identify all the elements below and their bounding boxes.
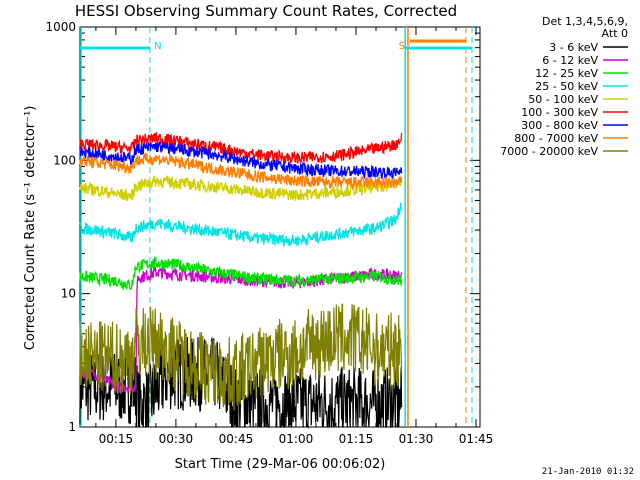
- x-tick-label: 01:00: [279, 432, 314, 446]
- y-tick-label: 1000: [45, 20, 76, 34]
- legend-header-line-1: Det 1,3,4,5,6,9,: [542, 15, 628, 28]
- x-tick-label: 00:15: [99, 432, 134, 446]
- generation-timestamp: 21-Jan-2010 01:32: [542, 467, 634, 477]
- legend-label: 25 - 50 keV: [535, 80, 598, 93]
- legend-label: 6 - 12 keV: [542, 54, 598, 67]
- legend-label: 50 - 100 keV: [528, 93, 598, 106]
- legend-label: 7000 - 20000 keV: [500, 145, 598, 158]
- y-axis-label: Corrected Count Rate (s⁻¹ detector⁻¹): [23, 106, 38, 351]
- legend-label: 100 - 300 keV: [521, 106, 598, 119]
- series-line: [79, 151, 403, 191]
- series-line: [79, 175, 403, 201]
- legend-header-line-2: Att 0: [602, 27, 628, 40]
- series-line: [79, 303, 403, 411]
- y-tick-label: 10: [61, 287, 76, 301]
- series-line: [79, 139, 403, 180]
- chart-title: HESSI Observing Summary Count Rates, Cor…: [75, 2, 457, 20]
- flag-label: S: [399, 41, 405, 52]
- x-axis-label: Start Time (29-Mar-06 00:06:02): [175, 457, 386, 472]
- series-line: [79, 256, 403, 292]
- legend-label: 12 - 25 keV: [535, 67, 598, 80]
- legend-label: 800 - 7000 keV: [514, 132, 598, 145]
- x-tick-label: 00:30: [159, 432, 194, 446]
- x-tick-label: 01:30: [399, 432, 434, 446]
- flag-label: N: [154, 41, 161, 52]
- series-line: [79, 132, 403, 165]
- x-tick-label: 01:45: [459, 432, 494, 446]
- x-tick-label: 01:15: [339, 432, 374, 446]
- x-tick-label: 00:45: [219, 432, 254, 446]
- series-line: [79, 202, 403, 248]
- y-tick-label: 100: [53, 153, 76, 167]
- legend-label: 3 - 6 keV: [549, 41, 598, 54]
- legend-label: 300 - 800 keV: [521, 119, 598, 132]
- y-tick-label: 1: [68, 420, 76, 434]
